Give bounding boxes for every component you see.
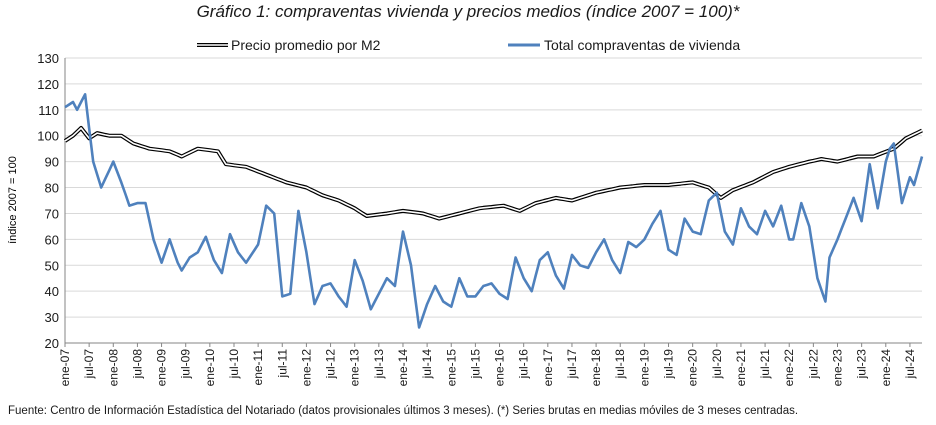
legend-label-total: Total compraventas de vivienda xyxy=(544,37,740,53)
x-tick-label: jul-19 xyxy=(662,349,676,380)
x-tick-label: jul-21 xyxy=(758,349,772,380)
y-tick-label: 50 xyxy=(45,258,59,273)
series-line-precio-inner xyxy=(64,127,923,220)
y-tick-label: 70 xyxy=(45,206,59,221)
x-tick-label: jul-11 xyxy=(275,349,289,379)
x-tick-label: jul-18 xyxy=(613,349,627,380)
x-tick-label: jul-16 xyxy=(517,349,531,380)
series-line-precio xyxy=(63,126,923,221)
legend-layer: Precio promedio por M2 Total compraventas… xyxy=(197,37,740,53)
y-tick-label: 100 xyxy=(37,129,59,144)
x-tick-label: ene-14 xyxy=(396,349,410,387)
series-layer xyxy=(63,93,924,329)
x-tick-label: jul-22 xyxy=(806,349,820,380)
x-tick-label: jul-23 xyxy=(855,349,869,380)
x-tick-label: ene-07 xyxy=(58,349,72,387)
x-tick-label: ene-16 xyxy=(493,349,507,387)
x-tick-label: jul-14 xyxy=(420,349,434,380)
x-tick-label: jul-17 xyxy=(565,349,579,380)
x-tick-label: jul-09 xyxy=(179,349,193,380)
x-tick-label: ene-08 xyxy=(106,349,120,387)
legend-label-precio: Precio promedio por M2 xyxy=(231,37,381,53)
y-tick-label: 20 xyxy=(45,336,59,351)
x-tick-label: ene-22 xyxy=(782,349,796,387)
x-tick-label: jul-12 xyxy=(324,349,338,380)
x-tick-label: jul-24 xyxy=(903,349,917,380)
x-tick-label: jul-15 xyxy=(468,349,482,380)
y-tick-label: 120 xyxy=(37,77,59,92)
y-tick-label: 110 xyxy=(38,103,59,118)
x-tick-label: ene-10 xyxy=(203,349,217,387)
grid-layer xyxy=(65,57,922,344)
series-line-total xyxy=(64,93,924,329)
y-tick-label: 30 xyxy=(45,310,59,325)
x-tick-label: jul-07 xyxy=(82,349,96,380)
x-tick-label: jul-20 xyxy=(710,349,724,380)
x-tick-label: ene-24 xyxy=(879,349,893,387)
y-tick-label: 90 xyxy=(45,155,59,170)
source-footnote: Fuente: Centro de Información Estadístic… xyxy=(8,405,799,417)
y-axis-label: índice 2007 = 100 xyxy=(7,156,19,244)
x-tick-label: ene-18 xyxy=(589,349,603,387)
x-tick-label: ene-13 xyxy=(348,349,362,387)
y-tick-label: 60 xyxy=(45,232,59,247)
x-tick-label: ene-20 xyxy=(686,349,700,387)
x-tick-label: ene-19 xyxy=(637,349,651,387)
x-tick-label: jul-13 xyxy=(372,349,386,380)
y-tick-label: 40 xyxy=(45,284,59,299)
x-tick-label: jul-08 xyxy=(130,349,144,380)
chart-title: Gráfico 1: compraventas vivienda y preci… xyxy=(196,2,740,21)
axis-layer: 20 30 40 50 60 70 80 90 100 110 120 130 ene-07 jul-07… xyxy=(37,51,922,386)
x-tick-label: ene-15 xyxy=(444,349,458,387)
x-tick-label: ene-11 xyxy=(251,349,265,386)
x-tick-label: jul-10 xyxy=(227,349,241,380)
x-tick-label: ene-23 xyxy=(831,349,845,387)
x-tick-label: ene-09 xyxy=(155,349,169,387)
y-tick-label: 80 xyxy=(45,181,59,196)
x-tick-label: ene-17 xyxy=(541,349,555,387)
x-tick-label: ene-12 xyxy=(299,349,313,387)
y-tick-label: 130 xyxy=(37,51,59,66)
x-tick-label: ene-21 xyxy=(734,349,748,387)
